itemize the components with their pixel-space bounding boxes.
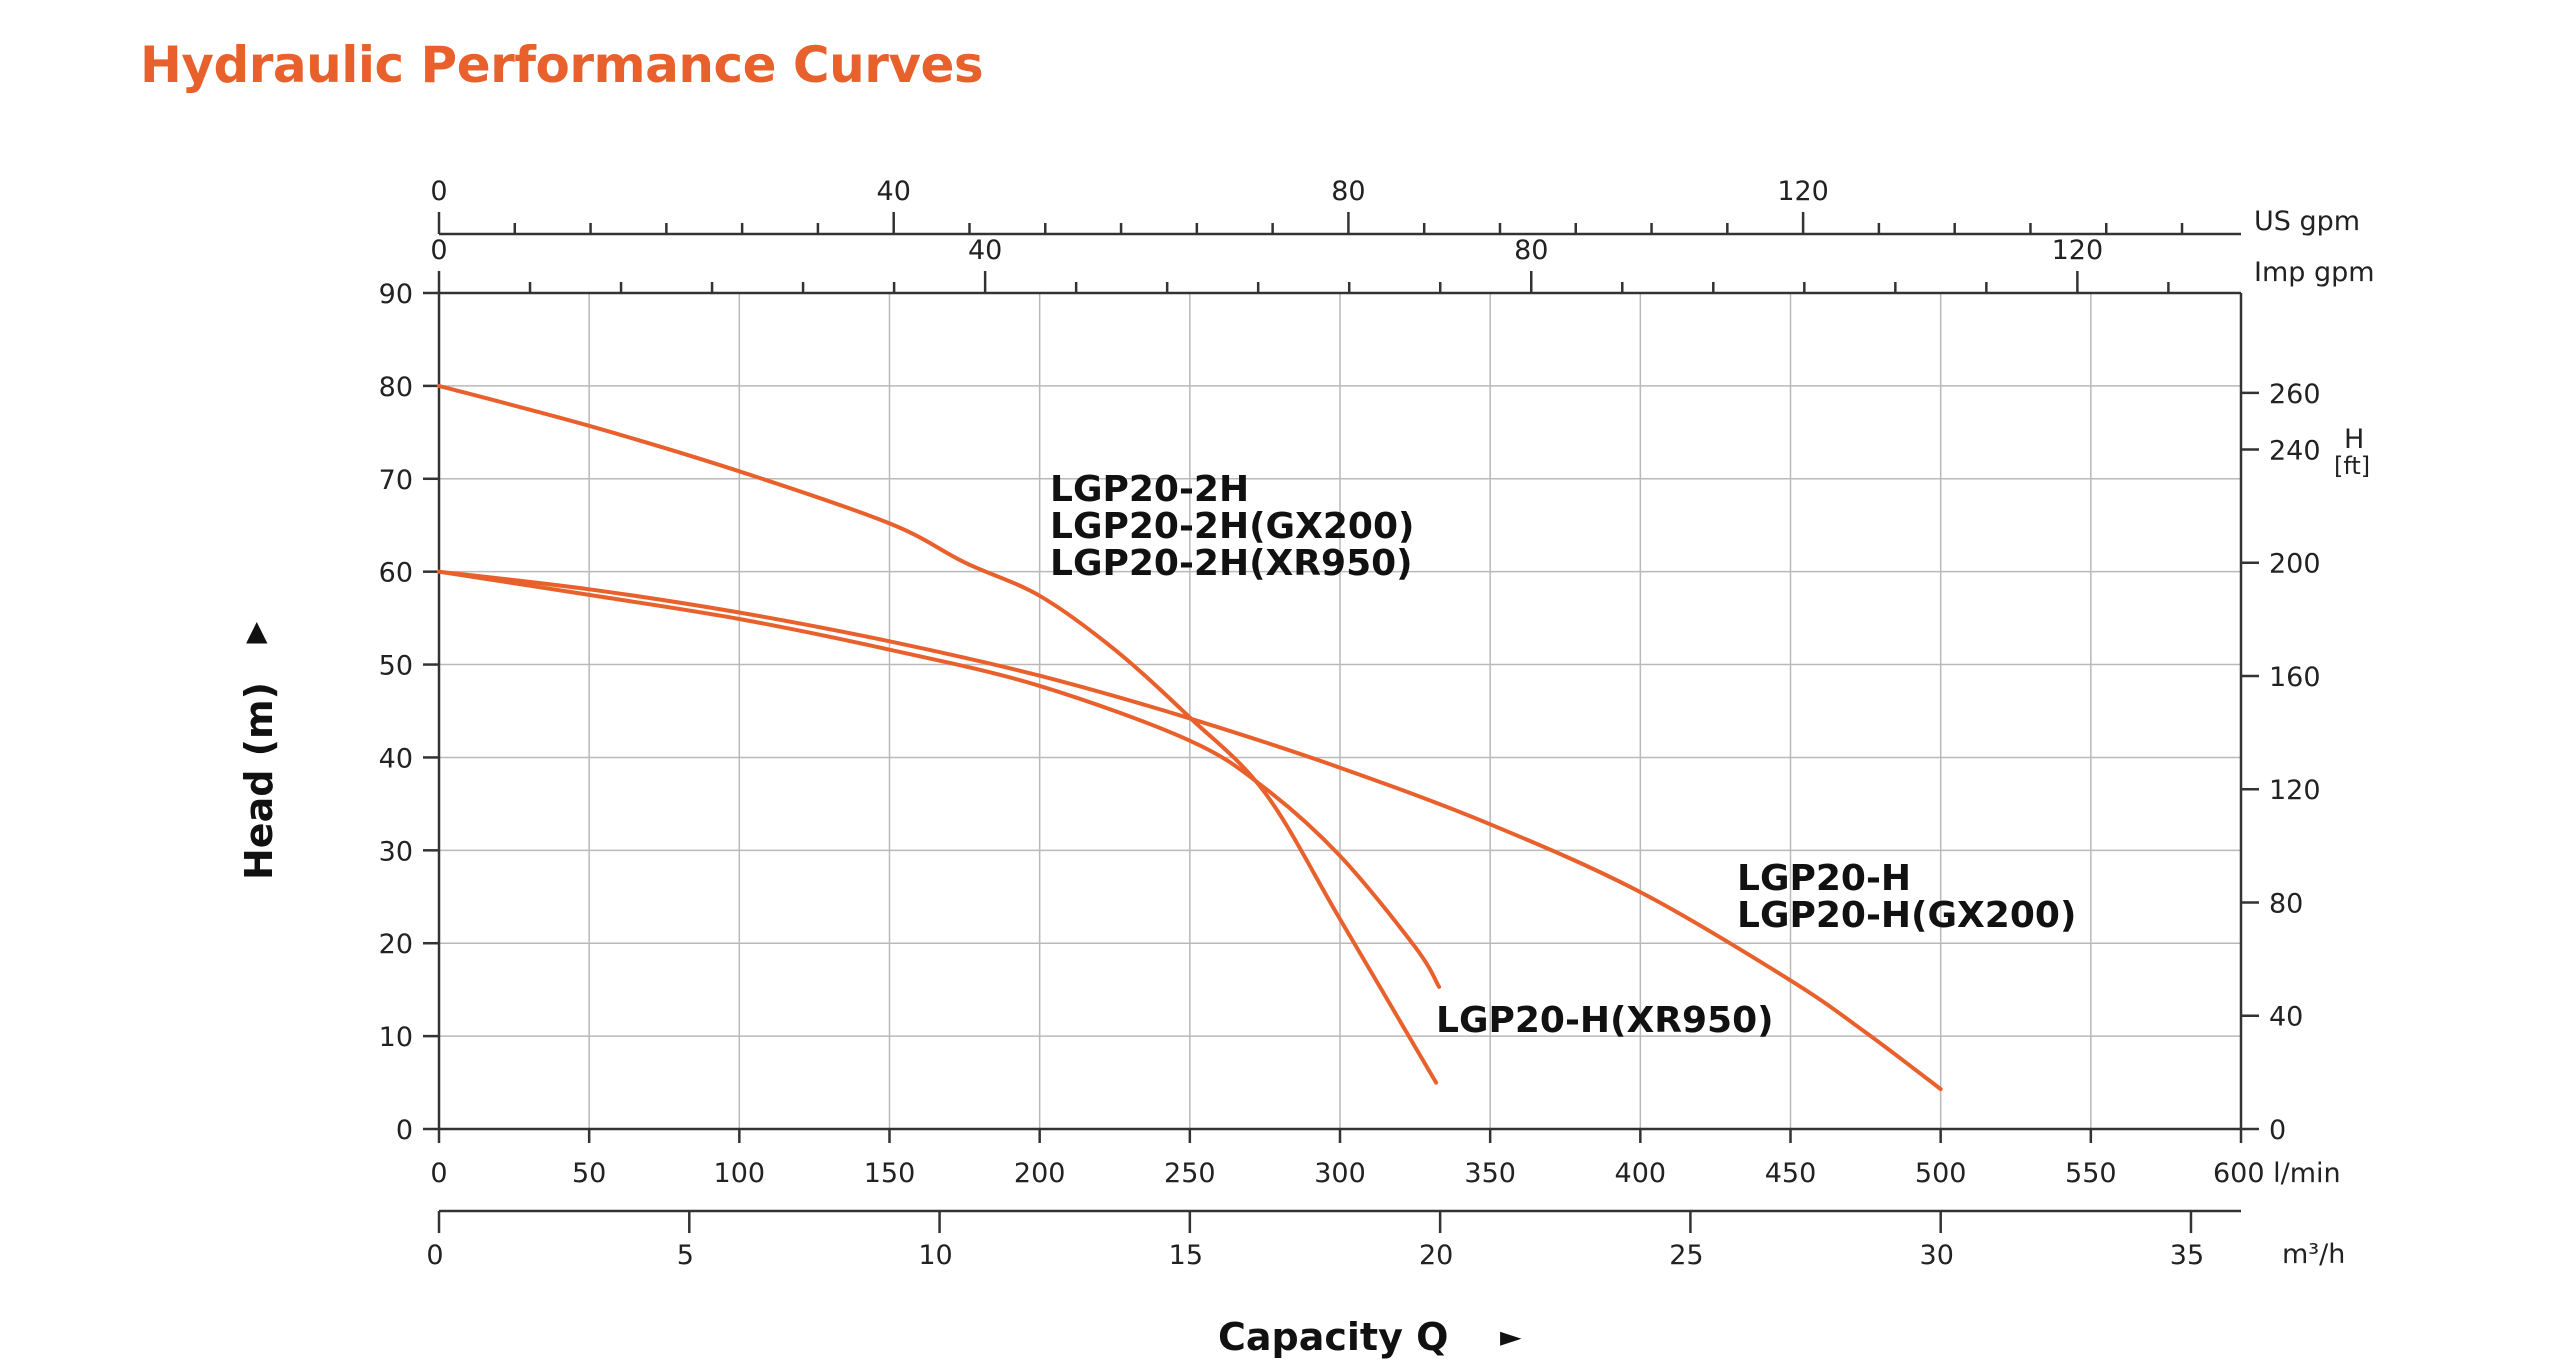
m3h-unit-label: m³/h <box>2282 1239 2345 1270</box>
y-tick-label: 80 <box>379 372 413 403</box>
x-tick-label: 100 <box>714 1158 766 1189</box>
y-axis-arrow-icon: ▲ <box>246 614 268 647</box>
ft-tick-label: 240 <box>2269 435 2321 466</box>
x-tick-label: 500 <box>1915 1158 1967 1189</box>
m3h-tick-label: 10 <box>918 1240 952 1271</box>
imp-gpm-tick-label: 0 <box>430 235 447 266</box>
us-gpm-tick-label: 80 <box>1331 176 1365 207</box>
x-tick-label: 200 <box>1014 1158 1066 1189</box>
ft-tick-label: 260 <box>2269 379 2321 410</box>
curve-lgp20-h-xr950 <box>437 569 1442 989</box>
y-tick-label: 10 <box>379 1022 413 1053</box>
ft-tick-label: 120 <box>2269 775 2321 806</box>
ft-tick-label: 80 <box>2269 888 2303 919</box>
x-tick-label: 400 <box>1615 1158 1667 1189</box>
head-ft-unit-ft: [ft] <box>2334 452 2370 480</box>
curve-label-2h: LGP20-2H <box>1050 469 1249 510</box>
curve-label-2h-xr950: LGP20-2H(XR950) <box>1050 543 1413 584</box>
us-gpm-tick-label: 0 <box>430 176 447 207</box>
imp-gpm-tick-label: 80 <box>1514 235 1548 266</box>
y-tick-label: 30 <box>379 836 413 867</box>
y-tick-label: 70 <box>379 465 413 496</box>
curve-label-h-xr950: LGP20-H(XR950) <box>1436 1000 1774 1041</box>
x-tick-label: 150 <box>864 1158 916 1189</box>
x-tick-label: 0 <box>430 1158 447 1189</box>
us-gpm-tick-label: 120 <box>1777 176 1829 207</box>
curve-lgp20-2h <box>437 383 1439 1085</box>
curve-label-h: LGP20-H <box>1737 858 1911 899</box>
us-gpm-unit-label: US gpm <box>2254 206 2360 237</box>
y-axis-title: Head (m) <box>237 682 281 880</box>
curve-label-2h-gx200: LGP20-2H(GX200) <box>1050 506 1414 547</box>
page-title: Hydraulic Performance Curves <box>140 36 984 94</box>
imp-gpm-tick-label: 40 <box>968 235 1002 266</box>
ft-tick-label: 40 <box>2269 1002 2303 1033</box>
x-tick-label: 550 <box>2065 1158 2117 1189</box>
m3h-tick-label: 5 <box>677 1240 694 1271</box>
y-tick-label: 90 <box>379 279 413 310</box>
y-tick-label: 20 <box>379 929 413 960</box>
m3h-tick-label: 15 <box>1169 1240 1203 1271</box>
m3h-tick-label: 20 <box>1419 1240 1453 1271</box>
curve-lgp20-h <box>437 569 1943 1092</box>
ft-tick-label: 160 <box>2269 662 2321 693</box>
x-tick-label: 50 <box>572 1158 606 1189</box>
y-tick-label: 40 <box>379 743 413 774</box>
ft-tick-label: 0 <box>2269 1115 2286 1146</box>
head-ft-unit-main: H <box>2344 424 2364 455</box>
imp-gpm-unit-label: Imp gpm <box>2254 257 2375 288</box>
m3h-tick-label: 25 <box>1669 1240 1703 1271</box>
curve-label-h-gx200: LGP20-H(GX200) <box>1737 895 2076 936</box>
m3h-tick-label: 35 <box>2170 1240 2204 1271</box>
curves <box>437 383 1943 1092</box>
imp-gpm-tick-label: 120 <box>2052 235 2104 266</box>
m3h-tick-label: 30 <box>1920 1240 1954 1271</box>
labels: LGP20-2H LGP20-2H(GX200) LGP20-2H(XR950)… <box>237 206 2375 1359</box>
x-axis-arrow-icon: ► <box>1500 1320 1522 1353</box>
x-axis-title: Capacity Q <box>1218 1315 1448 1359</box>
y-tick-label: 60 <box>379 558 413 589</box>
x-tick-label: 250 <box>1164 1158 1216 1189</box>
x-tick-label: 300 <box>1314 1158 1366 1189</box>
y-tick-label: 50 <box>379 651 413 682</box>
y-tick-label: 0 <box>396 1115 413 1146</box>
m3h-tick-label: 0 <box>426 1240 443 1271</box>
us-gpm-tick-label: 40 <box>877 176 911 207</box>
grid <box>439 293 2241 1129</box>
ft-tick-label: 200 <box>2269 549 2321 580</box>
x-tick-label: 600 l/min <box>2213 1158 2341 1189</box>
x-tick-label: 450 <box>1765 1158 1817 1189</box>
x-tick-label: 350 <box>1464 1158 1516 1189</box>
